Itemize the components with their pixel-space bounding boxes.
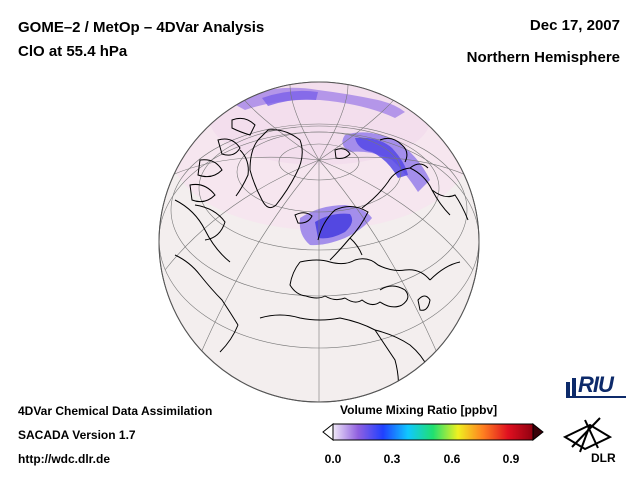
credit-url[interactable]: http://wdc.dlr.de	[18, 452, 110, 466]
colorbar-left-arrow	[322, 422, 334, 442]
credit-line-assimilation: 4DVar Chemical Data Assimilation	[18, 404, 213, 418]
colorbar-tick: 0.6	[443, 452, 461, 466]
species-label: ClO at 55.4 hPa	[18, 43, 128, 60]
region-label: Northern Hemisphere	[466, 49, 620, 66]
riu-logo	[566, 378, 626, 398]
credit-line-version: SACADA Version 1.7	[18, 428, 136, 442]
graticule-lines	[159, 84, 479, 402]
colorbar-tick: 0.0	[324, 452, 342, 466]
coastlines	[174, 117, 469, 399]
dlr-logo-text: DLR	[591, 451, 616, 465]
colorbar-tick: 0.3	[383, 452, 401, 466]
dlr-logo	[562, 417, 613, 453]
colorbar	[322, 422, 544, 442]
riu-logo-text: RIU	[578, 372, 614, 397]
clo-enhancement-region	[232, 87, 430, 246]
map-title: GOME–2 / MetOp – 4DVar Analysis	[18, 19, 265, 36]
colorbar-tick: 0.9	[502, 452, 520, 466]
colorbar-right-arrow	[532, 422, 544, 442]
colorbar-title: Volume Mixing Ratio [ppbv]	[340, 403, 498, 417]
date-label: Dec 17, 2007	[529, 17, 620, 34]
